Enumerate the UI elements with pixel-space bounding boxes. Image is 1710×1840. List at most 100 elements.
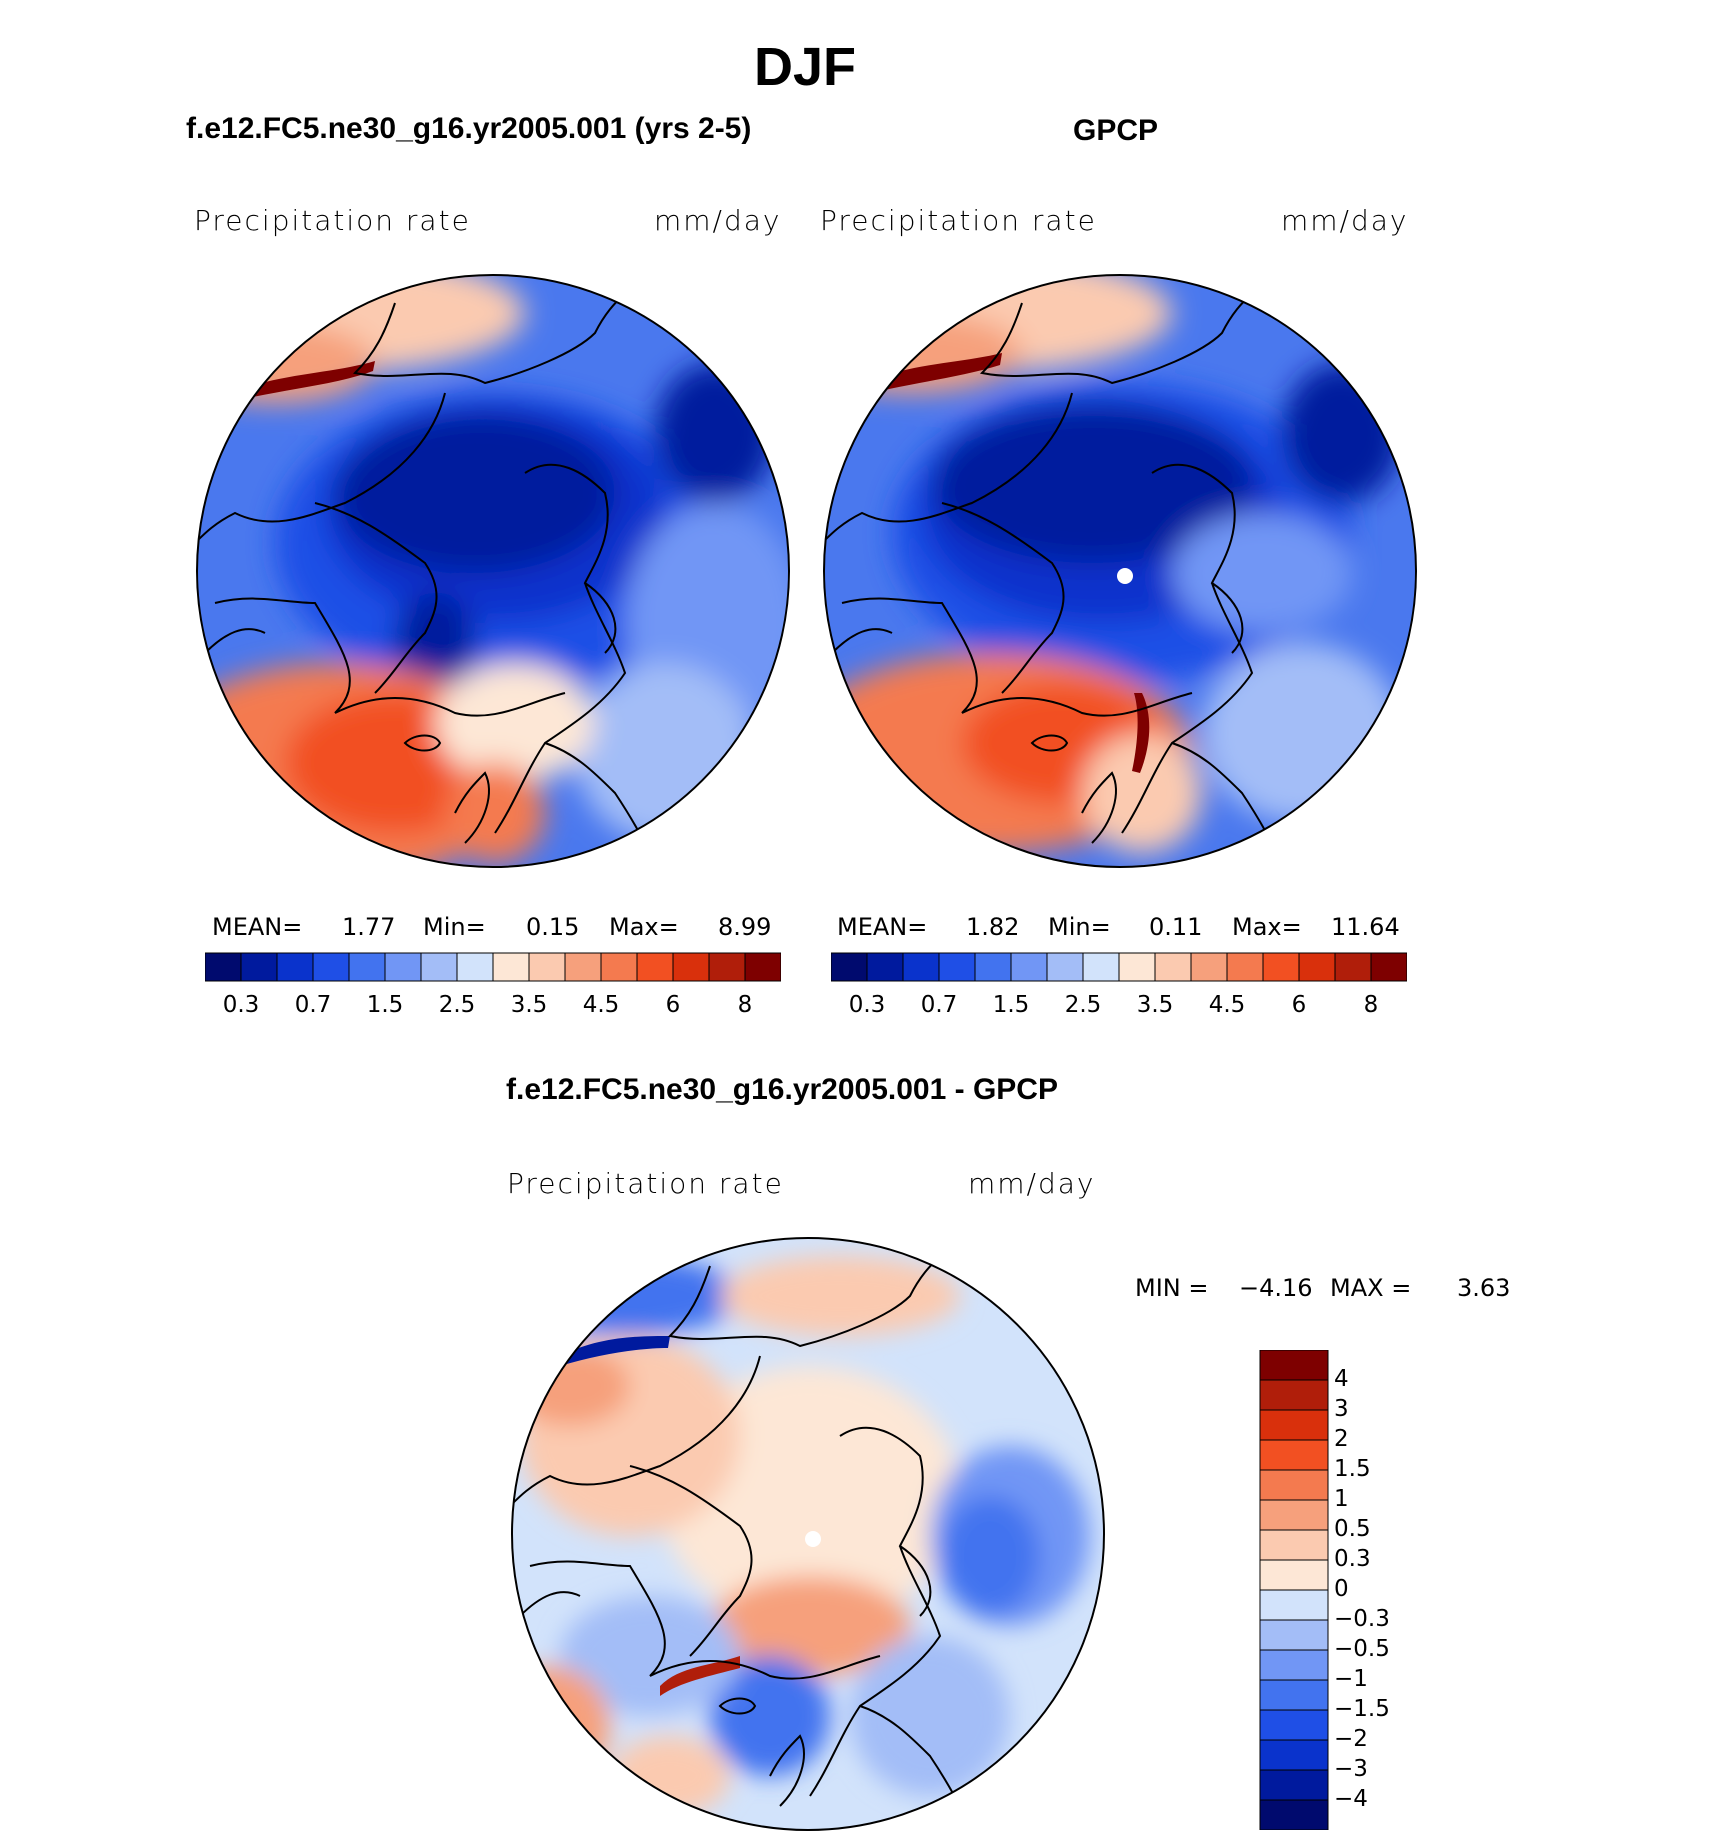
panel-1-colorbar-tick: 3.5 xyxy=(510,992,548,1018)
difference-colorbar-tick: −1.5 xyxy=(1334,1696,1390,1722)
panel-2-colorbar-segment xyxy=(866,952,904,982)
difference-colorbar-segment xyxy=(1259,1649,1329,1681)
difference-colorbar-segment xyxy=(1259,1379,1329,1411)
difference-colorbar xyxy=(1259,1350,1329,1830)
panel-2-colorbar-tick: 6 xyxy=(1291,992,1307,1018)
panel-2-variable-label: Precipitation rate xyxy=(820,204,1097,237)
panel-1-colorbar-tick: 8 xyxy=(737,992,753,1018)
difference-colorbar-tick: 1.5 xyxy=(1334,1456,1371,1482)
panel-2-colorbar-tick: 0.3 xyxy=(848,992,886,1018)
difference-colorbar-tick: −2 xyxy=(1334,1726,1368,1752)
difference-colorbar-tick: 0.3 xyxy=(1334,1546,1371,1572)
panel-2-colorbar-segment xyxy=(1190,952,1228,982)
panel-2-colorbar-segment xyxy=(1334,952,1372,982)
difference-colorbar-segment xyxy=(1259,1739,1329,1771)
panel-1-colorbar-tick: 2.5 xyxy=(438,992,476,1018)
panel-1-colorbar-segment xyxy=(528,952,566,982)
difference-colorbar-segment xyxy=(1259,1559,1329,1591)
panel-1-colorbar-ticks: 0.3 0.7 1.5 2.5 3.5 4.5 6 8 xyxy=(205,992,781,1022)
panel-2-colorbar-segment xyxy=(1226,952,1264,982)
difference-colorbar-tick: 2 xyxy=(1334,1426,1349,1452)
difference-colorbar-tick: 1 xyxy=(1334,1486,1349,1512)
difference-max-label: MAX = xyxy=(1330,1274,1412,1302)
difference-colorbar-segment xyxy=(1259,1409,1329,1441)
panel-1-colorbar-tick: 0.3 xyxy=(222,992,260,1018)
panel-1-colorbar-segment xyxy=(384,952,422,982)
difference-map xyxy=(511,1237,1105,1831)
panel-1-colorbar-segment xyxy=(492,952,530,982)
difference-colorbar-segment xyxy=(1259,1709,1329,1741)
panel-2-colorbar-segment xyxy=(1262,952,1300,982)
difference-colorbar-segment xyxy=(1259,1499,1329,1531)
panel-1-min-value: 0.15 xyxy=(526,913,580,941)
difference-max-value: 3.63 xyxy=(1457,1274,1511,1302)
panel-1-colorbar xyxy=(205,952,781,982)
panel-2-title: GPCP xyxy=(1073,114,1159,147)
panel-2-colorbar-tick: 3.5 xyxy=(1136,992,1174,1018)
panel-1-colorbar-tick: 4.5 xyxy=(582,992,620,1018)
panel-2-colorbar-segment xyxy=(1298,952,1336,982)
panel-1-colorbar-segment xyxy=(456,952,494,982)
panel-2-units-label: mm/day xyxy=(1281,204,1409,237)
panel-2-colorbar-segment xyxy=(938,952,976,982)
difference-colorbar-segment xyxy=(1259,1350,1329,1381)
panel-1-title: f.e12.FC5.ne30_g16.yr2005.001 (yrs 2-5) xyxy=(186,112,752,145)
difference-colorbar-segment xyxy=(1259,1469,1329,1501)
panel-1-variable-label: Precipitation rate xyxy=(194,204,471,237)
panel-1-colorbar-segment xyxy=(312,952,350,982)
difference-colorbar-segment xyxy=(1259,1589,1329,1621)
panel-2-colorbar-tick: 8 xyxy=(1363,992,1379,1018)
difference-colorbar-tick: 0 xyxy=(1334,1576,1349,1602)
panel-1-colorbar-segment xyxy=(744,952,781,982)
difference-colorbar-tick: −0.3 xyxy=(1334,1606,1390,1632)
difference-colorbar-tick: −1 xyxy=(1334,1666,1368,1692)
panel-1-colorbar-tick: 0.7 xyxy=(294,992,332,1018)
difference-colorbar-segment xyxy=(1259,1679,1329,1711)
panel-1-min-label: Min= xyxy=(423,913,486,941)
difference-colorbar-tick: 3 xyxy=(1334,1396,1349,1422)
panel-1-max-label: Max= xyxy=(609,913,679,941)
difference-colorbar-segment xyxy=(1259,1769,1329,1801)
difference-title: f.e12.FC5.ne30_g16.yr2005.001 - GPCP xyxy=(506,1073,1058,1106)
panel-2-colorbar-segment xyxy=(1010,952,1048,982)
panel-1-mean-value: 1.77 xyxy=(342,913,396,941)
difference-colorbar-tick: 0.5 xyxy=(1334,1516,1371,1542)
panel-2-colorbar-tick: 4.5 xyxy=(1208,992,1246,1018)
difference-colorbar-tick: −4 xyxy=(1334,1786,1368,1812)
panel-1-colorbar-segment xyxy=(205,952,242,982)
panel-2-colorbar xyxy=(831,952,1407,982)
panel-2-colorbar-segment xyxy=(1046,952,1084,982)
panel-1-colorbar-segment xyxy=(348,952,386,982)
panel-1-colorbar-segment xyxy=(672,952,710,982)
difference-colorbar-tick: 4 xyxy=(1334,1366,1349,1392)
panel-2-colorbar-tick: 0.7 xyxy=(920,992,958,1018)
panel-2-colorbar-segment xyxy=(974,952,1012,982)
panel-1-max-value: 8.99 xyxy=(718,913,772,941)
panel-1-colorbar-tick: 6 xyxy=(665,992,681,1018)
difference-colorbar-segment xyxy=(1259,1439,1329,1471)
difference-min-value: −4.16 xyxy=(1239,1274,1313,1302)
panel-2-map xyxy=(823,274,1417,868)
difference-colorbar-segment xyxy=(1259,1529,1329,1561)
panel-2-max-value: 11.64 xyxy=(1331,913,1400,941)
panel-1-units-label: mm/day xyxy=(654,204,782,237)
panel-1-colorbar-segment xyxy=(276,952,314,982)
panel-1-mean-label: MEAN= xyxy=(212,913,303,941)
panel-1-colorbar-tick: 1.5 xyxy=(366,992,404,1018)
panel-2-colorbar-segment xyxy=(1082,952,1120,982)
panel-1-colorbar-segment xyxy=(564,952,602,982)
panel-1-colorbar-segment xyxy=(600,952,638,982)
panel-1-colorbar-segment xyxy=(636,952,674,982)
panel-2-colorbar-ticks: 0.3 0.7 1.5 2.5 3.5 4.5 6 8 xyxy=(831,992,1407,1022)
panel-2-colorbar-tick: 1.5 xyxy=(992,992,1030,1018)
difference-colorbar-tick: −3 xyxy=(1334,1756,1368,1782)
panel-1-map xyxy=(196,274,790,868)
panel-2-min-value: 0.11 xyxy=(1149,913,1203,941)
difference-colorbar-ticks: 4 3 2 1.5 1 0.5 0.3 0 −0.3 −0.5 −1 −1.5 −2 −3 −4 xyxy=(1334,1350,1454,1830)
panel-1-colorbar-segment xyxy=(708,952,746,982)
difference-colorbar-segment xyxy=(1259,1619,1329,1651)
difference-colorbar-segment xyxy=(1259,1799,1329,1830)
panel-2-max-label: Max= xyxy=(1232,913,1302,941)
panel-2-mean-label: MEAN= xyxy=(837,913,928,941)
panel-1-colorbar-segment xyxy=(420,952,458,982)
